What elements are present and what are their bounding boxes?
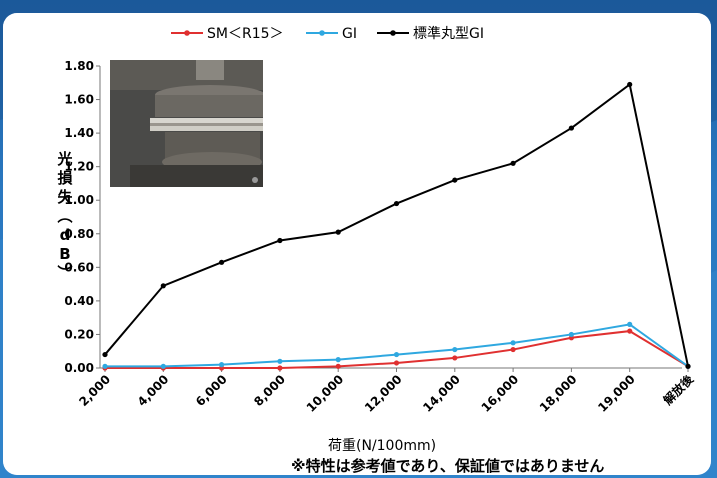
data-point <box>452 177 458 183</box>
legend: SM＜R15＞ GI 標準丸型GI <box>171 26 484 42</box>
data-point <box>627 328 633 334</box>
legend-swatch-marker <box>184 30 190 36</box>
y-tick-label: 0.60 <box>64 260 94 274</box>
data-point <box>335 357 341 363</box>
x-tick-label: 18,000 <box>537 372 580 415</box>
y-tick-label: 0.00 <box>64 361 94 375</box>
data-point <box>510 346 516 353</box>
data-point <box>335 229 341 235</box>
y-tick-label: 1.20 <box>64 160 94 174</box>
x-tick-label: 14,000 <box>420 372 463 415</box>
series-line-1 <box>105 323 689 368</box>
data-point <box>277 358 283 364</box>
y-axis-label-char: d <box>59 226 71 244</box>
y-axis-label-char: B <box>59 245 71 263</box>
legend-swatch-marker <box>319 30 325 36</box>
data-point <box>393 351 400 358</box>
y-axis-label-char: ︶ <box>57 264 73 282</box>
data-point <box>452 346 458 353</box>
data-point <box>627 321 633 327</box>
data-point <box>160 283 166 289</box>
y-tick-label: 1.80 <box>64 59 94 73</box>
data-point <box>335 363 341 369</box>
x-tick-label: 2,000 <box>76 372 113 409</box>
y-tick-label: 0.40 <box>64 294 94 308</box>
x-axis-title: 荷重(N/100mm) <box>328 438 437 454</box>
x-tick-label: 4,000 <box>135 372 172 409</box>
x-tick-label: 6,000 <box>193 372 230 409</box>
data-point <box>219 362 225 368</box>
data-point <box>219 259 225 265</box>
data-point <box>102 363 108 369</box>
data-point <box>277 365 283 371</box>
data-point <box>160 363 166 369</box>
x-tick-label: 10,000 <box>304 372 347 415</box>
series-lines <box>102 81 691 371</box>
x-tick-label: 8,000 <box>251 372 288 409</box>
y-tick-label: 0.80 <box>64 227 94 241</box>
x-tick-label: 19,000 <box>595 372 638 415</box>
legend-label: SM＜R15＞ <box>207 26 284 42</box>
x-tick-label: 16,000 <box>479 372 522 415</box>
data-point <box>685 363 691 369</box>
data-point <box>277 237 283 244</box>
x-tick-label: 12,000 <box>362 372 405 415</box>
y-tick-label: 1.60 <box>64 93 94 107</box>
data-point <box>393 360 400 366</box>
y-axis-label-char: 光 <box>57 150 73 168</box>
y-tick-label: 1.00 <box>64 193 94 207</box>
data-point <box>627 81 633 88</box>
y-axis-label: 光損失 ︵ d B ︶ <box>56 150 74 283</box>
legend-swatch-marker <box>390 30 396 36</box>
data-point <box>510 340 516 346</box>
y-axis-label-char: 損 <box>57 169 73 187</box>
y-tick-label: 1.40 <box>64 126 94 140</box>
data-point <box>393 200 400 207</box>
y-tick-label: 0.20 <box>64 327 94 341</box>
test-photo <box>110 60 263 187</box>
legend-label: 標準丸型GI <box>413 26 484 42</box>
y-axis-label-char: 失 <box>57 188 73 206</box>
data-point <box>510 160 516 166</box>
x-tick-label: 解放後 <box>660 371 697 408</box>
y-axis-ticks: 0.00 0.20 0.40 0.60 0.80 1.00 1.20 1.40 1.60 1.80 <box>64 59 100 375</box>
legend-label: GI <box>342 26 357 42</box>
data-point <box>568 125 575 131</box>
data-point <box>568 331 575 338</box>
disclaimer-note: ※特性は参考値であり、保証値ではありません <box>291 457 605 475</box>
x-axis-ticks: 2,000 4,000 6,000 8,000 10,000 12,000 14,000 16… <box>76 368 697 415</box>
data-point <box>452 355 458 361</box>
series-line-2 <box>104 82 689 367</box>
y-axis-label-char: ︵ <box>57 207 73 225</box>
data-point <box>102 351 108 358</box>
